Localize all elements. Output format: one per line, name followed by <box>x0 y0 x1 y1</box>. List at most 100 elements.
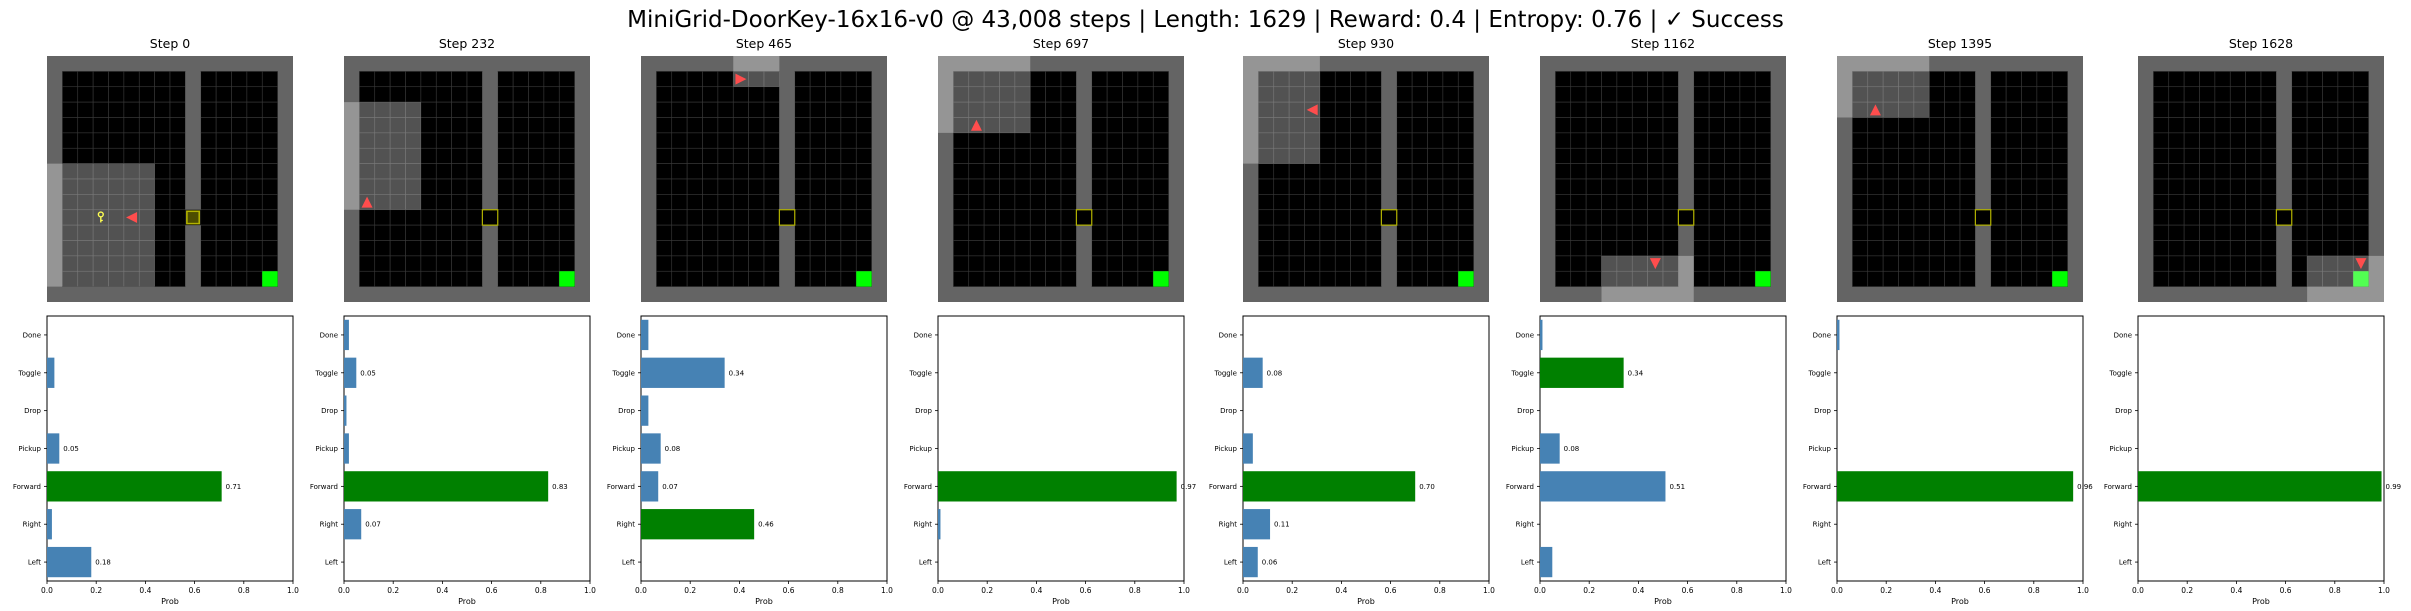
plot-area <box>1242 315 1490 582</box>
x-tick-label: 0.0 <box>932 586 944 595</box>
floor-cell <box>1396 255 1413 272</box>
bar-value-label: 0.34 <box>1628 369 1644 377</box>
floor-cell <box>261 240 278 257</box>
floor-cell <box>62 71 79 88</box>
floor-cell <box>1867 147 1884 164</box>
floor-cell <box>1137 224 1154 241</box>
floor-cell <box>1990 270 2007 287</box>
floor-cell <box>1396 132 1413 149</box>
floor-cell <box>1944 209 1961 226</box>
floor-cell <box>1122 132 1139 149</box>
floor-cell <box>2168 117 2185 134</box>
floor-cell <box>1442 86 1459 103</box>
floor-cell <box>855 71 872 88</box>
goal-tile <box>1755 271 1771 287</box>
floor-cell <box>123 86 140 103</box>
floor-cell <box>1693 132 1710 149</box>
floor-cell <box>794 194 811 211</box>
floor-cell <box>999 240 1016 257</box>
floor-cell <box>1060 163 1077 180</box>
floor-cell <box>1319 163 1336 180</box>
floor-cell <box>1928 132 1945 149</box>
floor-cell <box>558 194 575 211</box>
floor-cell <box>2306 101 2323 118</box>
floor-cell <box>2021 147 2038 164</box>
floor-cell <box>405 270 422 287</box>
x-tick-label: 0.8 <box>1434 586 1446 595</box>
floor-cell <box>420 240 437 257</box>
floor-cell <box>1662 178 1679 195</box>
floor-cell <box>1990 86 2007 103</box>
floor-cell <box>1152 255 1169 272</box>
floor-cell <box>763 240 780 257</box>
floor-cell <box>1045 163 1062 180</box>
inner-wall <box>1381 71 1397 287</box>
floor-cell <box>1944 255 1961 272</box>
floor-cell <box>1045 117 1062 134</box>
floor-cell <box>1990 132 2007 149</box>
floor-cell <box>2229 101 2246 118</box>
floor-cell <box>405 224 422 241</box>
floor-cell <box>825 117 842 134</box>
key-icon <box>97 211 104 223</box>
floor-cell <box>231 163 248 180</box>
floor-cell <box>2005 117 2022 134</box>
floor-cell <box>231 224 248 241</box>
floor-cell <box>1555 163 1572 180</box>
floor-cell <box>1457 117 1474 134</box>
floor-cell <box>466 240 483 257</box>
floor-cell <box>999 194 1016 211</box>
floor-cell <box>1396 178 1413 195</box>
floor-cell <box>2021 224 2038 241</box>
floor-cell <box>1754 147 1771 164</box>
floor-cell <box>558 71 575 88</box>
floor-cell <box>1427 101 1444 118</box>
floor-cell <box>512 224 529 241</box>
floor-cell <box>1091 178 1108 195</box>
floor-cell <box>1852 270 1869 287</box>
floor-cell <box>200 255 217 272</box>
floor-cell <box>435 194 452 211</box>
floor-cell <box>1152 71 1169 88</box>
floor-cell <box>92 117 109 134</box>
floor-cell <box>497 240 514 257</box>
x-tick-label: 0.2 <box>1880 586 1892 595</box>
floor-cell <box>2245 178 2262 195</box>
floor-cell <box>435 101 452 118</box>
floor-cell <box>359 224 376 241</box>
floor-cell <box>1288 255 1305 272</box>
floor-cell <box>1334 71 1351 88</box>
floor-cell <box>840 178 857 195</box>
floor-cell <box>497 255 514 272</box>
bar-value-label: 0.70 <box>1419 483 1435 491</box>
y-tick-label: Forward <box>1209 483 1237 491</box>
floor-cell <box>374 255 391 272</box>
floor-cell <box>999 178 1016 195</box>
floor-cell <box>154 209 171 226</box>
floor-cell <box>1350 71 1367 88</box>
floor-cell <box>1944 147 1961 164</box>
floor-cell <box>108 71 125 88</box>
x-axis-label: Prob <box>1052 597 1070 606</box>
floor-cell <box>420 194 437 211</box>
floor-cell <box>154 86 171 103</box>
floor-cell <box>1319 147 1336 164</box>
floor-cell <box>2036 147 2053 164</box>
floor-cell <box>1882 147 1899 164</box>
floor-cell <box>1273 224 1290 241</box>
x-tick-label: 0.8 <box>238 586 250 595</box>
floor-cell <box>671 101 688 118</box>
floor-cell <box>497 194 514 211</box>
bar-value-label: 0.96 <box>2077 483 2093 491</box>
floor-cell <box>1106 101 1123 118</box>
floor-cell <box>528 194 545 211</box>
floor-cell <box>1029 132 1046 149</box>
floor-cell <box>1898 224 1915 241</box>
floor-cell <box>1152 163 1169 180</box>
floor-cell <box>732 224 749 241</box>
floor-cell <box>405 240 422 257</box>
floor-cell <box>1693 117 1710 134</box>
floor-cell <box>261 194 278 211</box>
floor-cell <box>1754 224 1771 241</box>
